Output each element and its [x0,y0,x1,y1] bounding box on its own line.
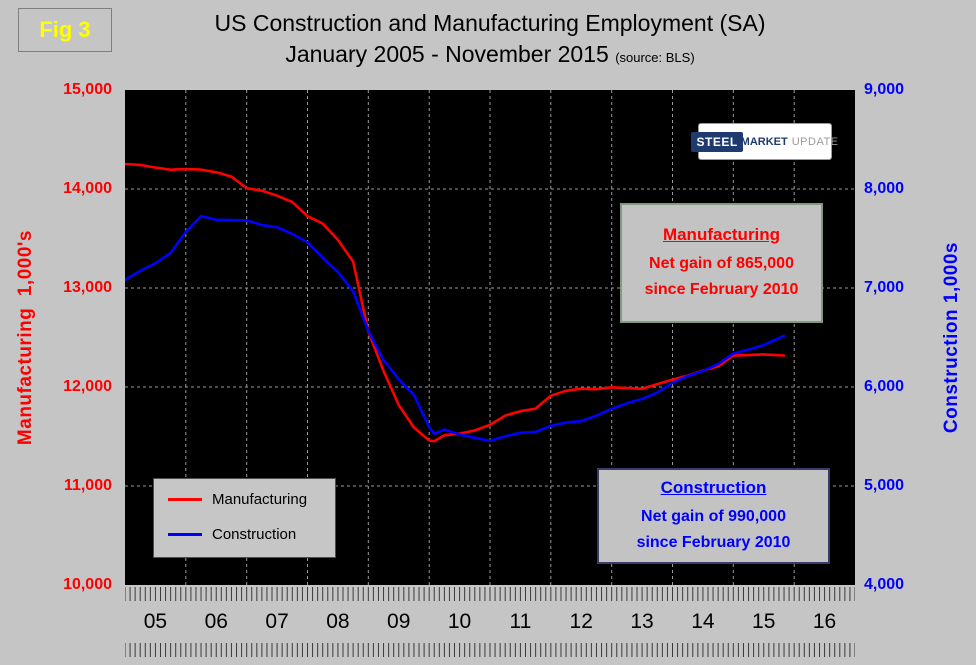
x-axis-year-label: 08 [326,610,350,633]
x-axis-year-label: 07 [265,610,289,633]
chart-title-line-2: January 2005 - November 2015 (source: BL… [108,38,872,74]
x-axis-year-label: 15 [752,610,776,633]
x-axis-year-label: 14 [691,610,715,633]
plot-svg [125,90,855,585]
manufacturing-annotation-title: Manufacturing [662,225,781,244]
x-axis-year-label: 09 [387,610,411,633]
left-axis-tick-label: 11,000 [63,477,112,494]
left-axis-tick-label: 14,000 [63,180,112,197]
legend-label: Construction [212,526,297,543]
x-axis-top-ticks-comb [125,587,855,601]
x-axis-bottom-ticks-comb [125,643,855,657]
legend-line-swatch [168,533,202,536]
manufacturing-annotation: Manufacturing Net gain of 865,000 since … [620,203,823,323]
plot-area: STEEL MARKET UPDATE Manufacturing Net ga… [125,90,855,585]
smu-logo: STEEL MARKET UPDATE [691,123,838,160]
legend-line-swatch [168,498,202,501]
manufacturing-annotation-line-1: Net gain of 865,000 [649,255,794,272]
legend-item: Construction [168,526,321,543]
x-axis-year-label: 06 [204,610,228,633]
left-axis-tick-labels: 15,000 14,000 13,000 12,000 11,000 10,000 [0,81,118,593]
logo-market-text: MARKET [740,135,788,148]
chart-subtitle: January 2005 - November 2015 [285,41,609,67]
manufacturing-annotation-line-2: since February 2010 [644,281,799,298]
legend-item: Manufacturing [168,491,321,508]
right-axis-tick-label: 4,000 [864,576,905,593]
right-axis-tick-label: 7,000 [864,279,905,296]
logo-steel-text: STEEL [691,131,743,152]
construction-annotation-line-2: since February 2010 [636,534,791,551]
left-axis-tick-label: 10,000 [63,576,112,593]
left-axis-tick-label: 13,000 [63,279,112,296]
x-axis-year-label: 10 [447,610,472,633]
x-axis-year-label: 12 [569,610,593,633]
chart-title-line-1: US Construction and Manufacturing Employ… [214,10,766,36]
x-axis-year-label: 11 [509,610,532,633]
right-axis-tick-label: 9,000 [864,81,905,98]
x-axis-year-label: 13 [630,610,654,633]
chart-title-block: US Construction and Manufacturing Employ… [108,8,872,74]
right-axis-tick-label: 5,000 [864,477,905,494]
legend-items: Manufacturing Construction [168,491,321,543]
construction-annotation-line-1: Net gain of 990,000 [641,508,786,525]
construction-line [125,214,786,443]
source-note: (source: BLS) [615,50,695,65]
x-axis-year-label: 05 [143,610,168,633]
legend-label: Manufacturing [212,491,308,508]
logo-update-text: UPDATE [791,135,839,148]
figure-badge-label: Fig 3 [39,17,91,42]
construction-annotation-title: Construction [660,478,767,497]
legend: Manufacturing Construction [153,478,336,558]
right-axis-tick-labels: 9,000 8,000 7,000 6,000 5,000 4,000 [860,81,970,593]
figure-badge: Fig 3 [18,8,112,52]
left-axis-tick-label: 15,000 [63,81,112,98]
left-axis-tick-label: 12,000 [63,378,112,395]
manufacturing-line [125,162,786,443]
right-axis-tick-label: 8,000 [864,180,905,197]
construction-annotation: Construction Net gain of 990,000 since F… [597,468,830,564]
x-axis-labels: 05 06 07 08 09 10 11 12 13 14 15 16 [125,604,855,640]
x-axis-year-label: 16 [812,610,837,633]
right-axis-tick-label: 6,000 [864,378,905,395]
